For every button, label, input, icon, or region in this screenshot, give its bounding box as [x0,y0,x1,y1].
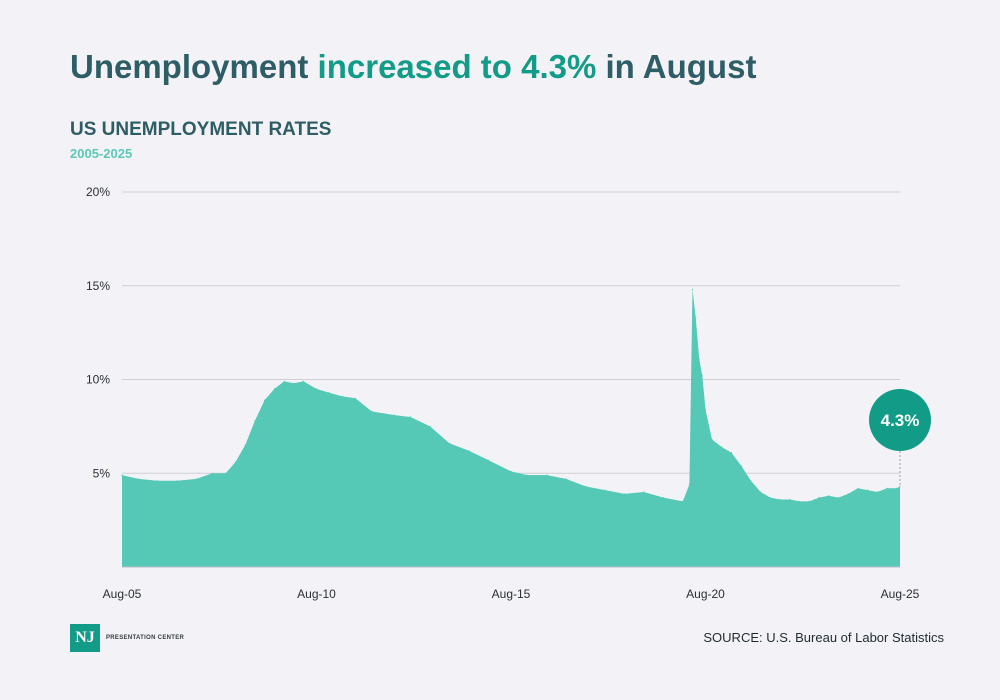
data-point-24 [468,450,470,452]
data-point-45 [740,465,742,467]
data-point-53 [818,497,820,499]
data-point-38 [695,317,697,319]
data-point-25 [487,459,489,461]
logo-mark: NJ [70,624,100,652]
data-point-12 [283,380,285,382]
data-point-37 [691,288,694,291]
data-point-41 [704,408,707,411]
x-tick-label: Aug-15 [492,587,531,601]
data-point-50 [789,498,791,501]
data-point-23 [448,442,450,444]
data-point-59 [876,491,878,493]
data-point-28 [546,474,548,476]
data-point-62 [899,485,901,487]
data-point-32 [623,493,626,495]
data-point-30 [585,485,587,487]
data-point-52 [808,500,810,502]
data-point-58 [867,489,869,491]
data-point-57 [857,487,859,489]
headline-prefix: Unemployment [70,48,318,85]
data-point-16 [328,392,330,394]
y-tick-label: 5% [93,466,111,480]
headline-suffix: in August [596,48,757,85]
data-point-36 [688,483,691,486]
data-point-9 [254,420,256,422]
page-title: Unemployment increased to 4.3% in August [70,48,756,86]
data-point-49 [779,498,781,501]
data-point-35 [682,500,684,502]
x-tick-label: Aug-25 [881,587,920,601]
year-range: 2005-2025 [70,146,133,161]
data-point-15 [315,388,318,390]
data-point-60 [886,487,888,489]
data-point-13 [293,382,295,384]
callout-bubble [869,389,931,451]
data-point-14 [302,380,305,382]
data-point-26 [510,470,512,472]
x-tick-label: Aug-20 [686,587,725,601]
data-point-0 [121,474,123,476]
data-point-42 [711,438,713,441]
data-point-40 [701,375,703,377]
y-tick-label: 15% [86,279,110,293]
data-point-27 [526,474,528,476]
data-point-2 [157,480,159,482]
data-point-47 [760,491,762,493]
callout-label: 4.3% [881,411,920,430]
data-point-18 [354,397,356,399]
source-note: SOURCE: U.S. Bureau of Labor Statistics [703,630,944,645]
data-point-51 [798,500,801,502]
data-point-46 [750,480,752,482]
data-point-5 [211,472,213,474]
data-point-7 [234,461,237,463]
series-area [122,289,900,567]
data-point-39 [698,358,700,360]
y-tick-label: 10% [86,373,110,387]
data-point-44 [730,452,733,454]
data-point-21 [409,416,412,418]
data-point-29 [565,478,567,480]
data-point-4 [196,478,198,480]
data-point-11 [273,388,275,390]
data-point-19 [371,410,373,412]
x-tick-label: Aug-05 [103,587,142,601]
data-point-33 [643,491,645,493]
brand-logo: NJ PRESENTATION CENTER [70,624,184,652]
data-point-8 [244,444,246,446]
chart-title: US UNEMPLOYMENT RATES [70,119,332,140]
data-point-6 [225,472,227,474]
data-point-20 [393,414,395,416]
data-point-17 [341,395,343,397]
data-point-22 [429,425,431,427]
y-tick-label: 20% [86,185,110,199]
data-point-31 [604,489,606,491]
data-point-54 [828,495,830,497]
headline-highlight: increased to 4.3% [317,48,597,85]
data-point-1 [137,478,139,480]
data-point-10 [264,399,266,401]
data-point-56 [847,493,849,495]
data-point-43 [721,446,723,448]
data-point-34 [662,497,665,499]
x-tick-label: Aug-10 [297,587,336,601]
data-point-61 [896,487,898,489]
data-point-3 [176,480,178,482]
data-point-48 [769,497,771,499]
logo-text: PRESENTATION CENTER [106,635,185,641]
data-point-55 [837,497,840,499]
